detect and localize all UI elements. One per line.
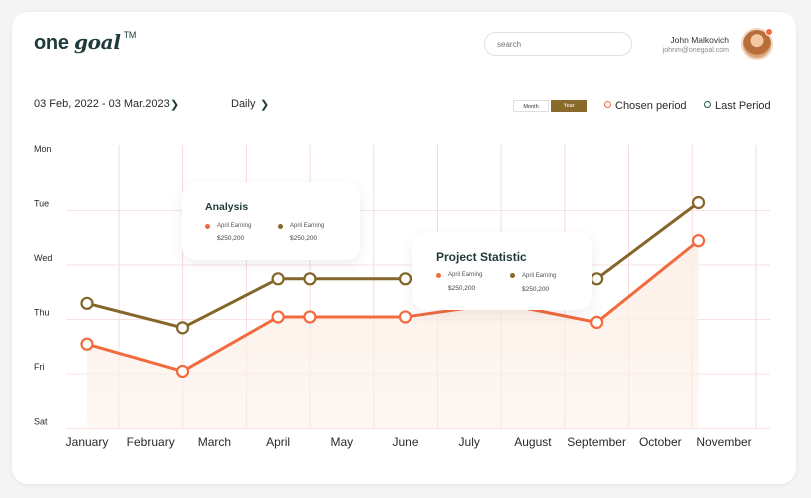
search-input[interactable] xyxy=(484,32,632,56)
data-point xyxy=(271,272,285,286)
period-toggle: Month Year xyxy=(513,100,587,112)
dot-icon xyxy=(436,273,441,278)
data-point xyxy=(398,310,413,324)
circle-icon xyxy=(704,101,711,108)
legend-last-label: Last Period xyxy=(715,100,771,112)
dot-icon xyxy=(205,224,210,229)
x-tick-label: May xyxy=(330,435,353,449)
x-tick-label: January xyxy=(66,435,109,449)
toggle-year-button[interactable]: Year xyxy=(551,100,587,112)
user-email: johnm@onegoal.com xyxy=(662,47,729,54)
y-tick-label: Sat xyxy=(34,417,48,427)
logo-trademark: TM xyxy=(123,30,137,40)
legend-last-period[interactable]: Last Period xyxy=(704,100,771,112)
toggle-month-button[interactable]: Month xyxy=(513,100,549,112)
chevron-down-icon[interactable]: ❯ xyxy=(170,99,180,111)
x-tick-label: August xyxy=(514,435,552,449)
data-point xyxy=(80,296,94,310)
legend-chosen-label: Chosen period xyxy=(615,100,687,112)
data-point xyxy=(691,195,706,210)
tooltip-label: April Earning xyxy=(448,272,483,278)
tooltip-label: April Earning xyxy=(522,273,557,279)
chevron-down-icon[interactable]: ❯ xyxy=(260,99,270,111)
y-tick-label: Fri xyxy=(34,362,45,372)
x-tick-label: April xyxy=(266,435,290,449)
legend-chosen-period[interactable]: Chosen period xyxy=(604,100,687,112)
logo-one: one xyxy=(34,32,69,54)
x-tick-label: June xyxy=(392,435,418,449)
logo-goal: goal xyxy=(73,30,121,54)
x-tick-label: November xyxy=(696,435,751,449)
data-point xyxy=(271,310,285,324)
x-tick-label: September xyxy=(567,435,626,449)
y-tick-label: Mon xyxy=(34,144,52,154)
dot-icon xyxy=(278,224,283,229)
data-point xyxy=(175,364,190,379)
series-line-chosen xyxy=(86,239,700,373)
tooltip-analysis: Analysis April Earning $250,200 April Ea… xyxy=(182,182,360,260)
x-tick-label: July xyxy=(459,435,480,449)
data-point xyxy=(175,321,190,335)
tooltip-label: April Earning xyxy=(290,223,325,229)
data-point xyxy=(80,337,94,351)
granularity-selector[interactable]: Daily xyxy=(231,98,256,110)
tooltip-value: $250,200 xyxy=(290,235,318,242)
data-point xyxy=(589,315,604,329)
tooltip-title: Analysis xyxy=(205,201,249,213)
x-tick-label: October xyxy=(639,435,682,449)
date-range-selector[interactable]: 03 Feb, 2022 - 03 Mar.2023 xyxy=(34,98,170,110)
data-point xyxy=(398,272,413,286)
dot-icon xyxy=(510,273,515,278)
tooltip-title: Project Statistic xyxy=(436,250,527,264)
user-name: John Malkovich xyxy=(670,35,729,45)
tooltip-project-statistic: Project Statistic April Earning $250,200… xyxy=(412,232,592,310)
circle-icon xyxy=(604,101,611,108)
y-tick-label: Thu xyxy=(34,308,50,318)
data-point xyxy=(589,272,604,286)
y-tick-label: Wed xyxy=(34,253,52,263)
data-point xyxy=(303,272,317,286)
data-point xyxy=(303,310,317,324)
notification-badge[interactable] xyxy=(765,28,773,36)
tooltip-label: April Earning xyxy=(217,223,252,229)
y-tick-label: Tue xyxy=(34,199,49,209)
tooltip-value: $250,200 xyxy=(522,286,550,293)
logo: one goal TM xyxy=(34,30,136,55)
tooltip-value: $250,200 xyxy=(448,285,476,292)
x-tick-label: March xyxy=(198,435,231,449)
area-fill xyxy=(87,240,699,428)
x-tick-label: February xyxy=(127,435,175,449)
tooltip-value: $250,200 xyxy=(217,235,245,242)
data-point xyxy=(691,234,706,248)
